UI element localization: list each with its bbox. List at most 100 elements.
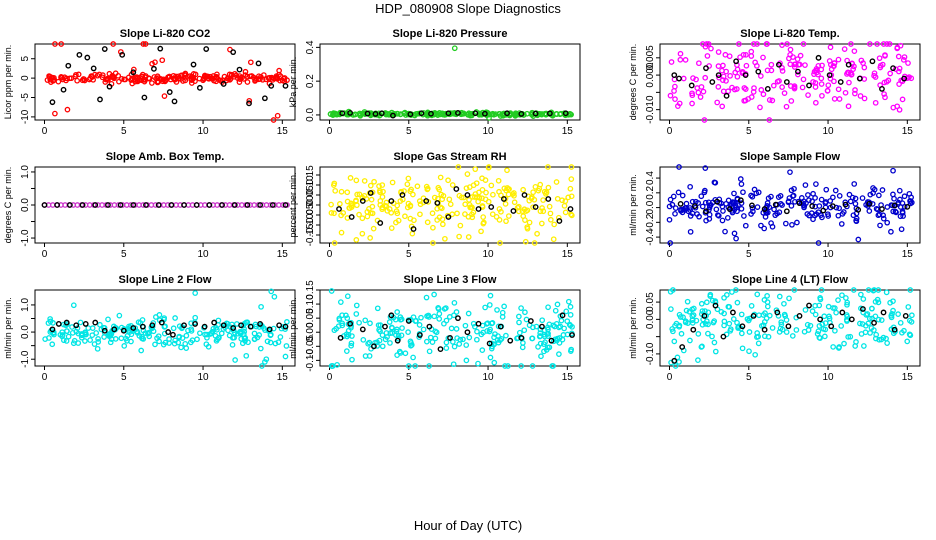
panel-2: Slope Li-820 Temp. 0 5 10 15 -0.010 0.0000.005… bbox=[628, 28, 921, 137]
data-point bbox=[785, 198, 792, 205]
highlight-point bbox=[501, 196, 507, 202]
data-point bbox=[687, 183, 694, 190]
data-point bbox=[429, 210, 436, 217]
highlight-point bbox=[65, 62, 72, 69]
data-point bbox=[705, 199, 712, 206]
data-point bbox=[188, 326, 195, 333]
highlight-point bbox=[407, 111, 414, 118]
x-tick-label: 5 bbox=[406, 249, 412, 260]
data-point bbox=[196, 75, 203, 82]
highlight-point bbox=[837, 79, 844, 85]
highlight-point bbox=[891, 202, 898, 209]
data-point bbox=[813, 181, 819, 187]
data-point bbox=[899, 210, 906, 216]
highlight-point bbox=[268, 82, 275, 89]
highlight-point bbox=[783, 208, 790, 215]
highlight-point bbox=[255, 60, 262, 67]
data-point bbox=[774, 78, 781, 85]
data-point bbox=[244, 79, 251, 85]
data-point bbox=[171, 340, 178, 347]
data-point bbox=[894, 45, 901, 52]
data-point bbox=[545, 333, 551, 340]
data-point bbox=[872, 298, 879, 305]
data-point bbox=[331, 180, 338, 187]
data-point bbox=[494, 307, 500, 313]
data-point bbox=[479, 347, 486, 354]
highlight-point bbox=[141, 94, 148, 101]
data-point bbox=[890, 104, 897, 111]
data-point bbox=[760, 91, 767, 98]
data-point bbox=[340, 210, 347, 216]
data-point bbox=[366, 206, 372, 212]
data-point bbox=[755, 340, 762, 347]
data-point bbox=[503, 218, 509, 225]
data-point bbox=[824, 87, 831, 94]
data-point bbox=[190, 71, 197, 77]
data-point bbox=[871, 186, 878, 193]
x-tick-label: 15 bbox=[562, 126, 574, 137]
data-point bbox=[432, 335, 439, 342]
data-point bbox=[455, 164, 462, 170]
data-point bbox=[138, 347, 145, 354]
data-point bbox=[485, 164, 492, 171]
data-point bbox=[516, 319, 522, 326]
data-point bbox=[529, 194, 535, 200]
data-point bbox=[852, 195, 859, 202]
data-point bbox=[815, 328, 822, 335]
panel-title: Slope Line 2 Flow bbox=[119, 274, 212, 286]
data-point bbox=[218, 330, 225, 337]
data-point bbox=[875, 287, 882, 293]
data-point bbox=[537, 208, 544, 215]
data-point bbox=[530, 189, 536, 196]
data-point bbox=[887, 70, 894, 77]
plot-frame bbox=[319, 289, 581, 367]
data-point bbox=[408, 186, 414, 193]
data-point bbox=[97, 321, 103, 328]
data-point bbox=[757, 104, 763, 111]
data-point bbox=[327, 111, 334, 118]
highlight-point bbox=[475, 320, 482, 327]
data-point bbox=[430, 240, 436, 246]
highlight-point bbox=[84, 54, 91, 61]
data-point bbox=[139, 317, 146, 323]
data-point bbox=[853, 218, 860, 225]
data-point bbox=[861, 343, 867, 349]
data-point bbox=[446, 196, 453, 203]
highlight-point bbox=[545, 196, 552, 202]
highlight-point bbox=[192, 321, 199, 327]
data-point bbox=[844, 299, 851, 306]
data-point bbox=[423, 294, 430, 301]
data-point bbox=[69, 329, 76, 336]
data-point bbox=[838, 323, 845, 329]
data-point bbox=[872, 99, 879, 106]
highlight-point bbox=[382, 323, 388, 330]
highlight-point bbox=[117, 202, 124, 208]
data-point bbox=[502, 201, 509, 207]
data-point bbox=[550, 236, 557, 243]
outlier-point bbox=[890, 167, 896, 174]
data-point bbox=[51, 74, 57, 81]
data-point bbox=[328, 363, 335, 369]
data-point bbox=[405, 175, 412, 182]
data-point bbox=[711, 339, 718, 346]
highlight-point bbox=[41, 202, 48, 208]
data-point bbox=[230, 327, 237, 334]
highlight-point bbox=[246, 100, 252, 107]
highlight-point bbox=[720, 333, 727, 340]
data-point bbox=[830, 344, 837, 350]
data-point bbox=[107, 339, 114, 346]
y-tick-label: 0.15 bbox=[305, 165, 316, 185]
data-point bbox=[99, 72, 106, 78]
data-point bbox=[899, 96, 906, 103]
data-point bbox=[887, 299, 893, 306]
data-point bbox=[516, 313, 522, 320]
data-point bbox=[466, 334, 473, 341]
data-point bbox=[890, 330, 897, 337]
highlight-point bbox=[261, 95, 268, 102]
data-point bbox=[383, 330, 390, 336]
data-point bbox=[794, 56, 801, 62]
highlight-point bbox=[60, 86, 67, 93]
data-point bbox=[720, 88, 727, 95]
data-point bbox=[395, 217, 402, 224]
data-point bbox=[258, 363, 265, 369]
